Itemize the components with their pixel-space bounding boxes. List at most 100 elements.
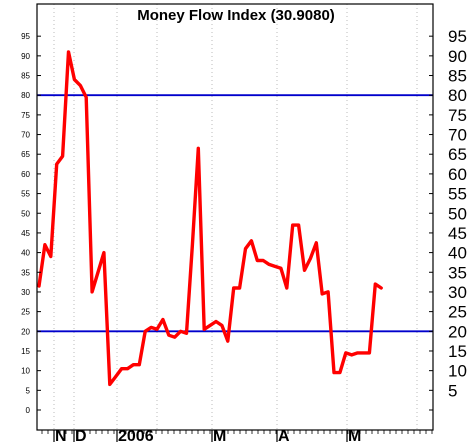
data-point-42 — [286, 287, 288, 289]
data-point-2 — [50, 255, 52, 258]
left-tick-label-65: 65 — [21, 150, 30, 159]
data-point-26 — [191, 244, 193, 246]
data-point-38 — [262, 259, 264, 262]
left-tick-label-30: 30 — [21, 288, 30, 297]
x-tick-label-0: N — [55, 428, 67, 442]
series-line-0 — [37, 50, 383, 387]
left-tick-label-55: 55 — [21, 190, 30, 199]
right-tick-label-85: 85 — [448, 67, 467, 86]
data-point-8 — [85, 96, 87, 98]
right-tick-label-65: 65 — [448, 145, 467, 164]
reference-lines — [37, 94, 433, 333]
data-point-7 — [79, 84, 81, 86]
data-point-48 — [321, 293, 323, 295]
right-tick-label-30: 30 — [448, 283, 467, 302]
data-point-35 — [244, 248, 247, 250]
left-tick-label-50: 50 — [21, 209, 30, 218]
left-tick-label-90: 90 — [21, 52, 30, 61]
data-point-34 — [239, 287, 241, 289]
data-point-52 — [345, 352, 347, 354]
right-tick-label-70: 70 — [448, 126, 467, 145]
data-point-27 — [197, 147, 199, 149]
chart-title: Money Flow Index (30.9080) — [137, 7, 335, 24]
data-point-21 — [162, 318, 164, 321]
left-y-axis: 0 5 10 15 20 25 30 35 40 45 50 55 60 65 70 75 80 85 90 95 — [21, 32, 41, 415]
left-tick-label-40: 40 — [21, 249, 30, 258]
left-tick-label-85: 85 — [21, 72, 30, 81]
data-point-14 — [121, 368, 123, 370]
x-tick-label-1: D — [75, 428, 87, 442]
data-point-37 — [256, 259, 258, 262]
plot-frame — [36, 3, 434, 431]
data-point-6 — [73, 78, 75, 81]
x-tick-label-2: 2006 — [118, 428, 154, 442]
right-tick-label-25: 25 — [448, 303, 467, 322]
left-tick-label-15: 15 — [21, 347, 30, 356]
right-tick-label-95: 95 — [448, 27, 467, 46]
data-point-15 — [126, 368, 129, 370]
left-tick-label-45: 45 — [21, 229, 30, 238]
data-point-1 — [44, 244, 46, 246]
data-point-18 — [144, 330, 146, 332]
data-point-12 — [109, 383, 111, 385]
data-point-13 — [115, 376, 117, 378]
right-tick-label-45: 45 — [448, 224, 467, 243]
data-point-47 — [315, 242, 317, 244]
right-tick-label-35: 35 — [448, 263, 467, 282]
data-point-55 — [362, 352, 365, 354]
left-tick-label-70: 70 — [21, 131, 30, 140]
data-point-57 — [374, 283, 376, 285]
data-point-29 — [209, 324, 211, 326]
right-tick-label-10: 10 — [448, 362, 467, 381]
left-tick-label-95: 95 — [21, 32, 30, 41]
data-point-56 — [368, 352, 370, 354]
data-point-33 — [233, 287, 235, 289]
data-point-53 — [351, 354, 353, 356]
data-point-25 — [185, 332, 188, 334]
right-tick-label-80: 80 — [448, 86, 467, 105]
left-tick-label-25: 25 — [21, 308, 30, 317]
left-tick-label-80: 80 — [21, 91, 30, 100]
right-tick-label-55: 55 — [448, 185, 467, 204]
left-tick-label-75: 75 — [21, 111, 30, 120]
data-point-31 — [221, 324, 223, 326]
data-point-43 — [292, 224, 294, 226]
right-tick-label-40: 40 — [448, 244, 467, 263]
data-point-41 — [280, 267, 282, 269]
data-point-30 — [215, 320, 217, 323]
data-point-51 — [339, 372, 341, 374]
left-tick-label-5: 5 — [26, 386, 31, 395]
data-point-23 — [174, 336, 176, 338]
data-point-39 — [268, 263, 270, 265]
data-point-46 — [309, 257, 311, 260]
data-point-11 — [103, 252, 105, 254]
data-point-50 — [333, 372, 335, 374]
data-point-16 — [132, 364, 134, 366]
left-tick-label-0: 0 — [26, 406, 31, 415]
data-point-5 — [67, 51, 70, 53]
data-point-44 — [298, 224, 300, 226]
x-axis: N D 2006 M A M — [41, 428, 433, 445]
data-point-58 — [380, 287, 382, 289]
right-tick-label-20: 20 — [448, 322, 467, 341]
series-layer — [37, 50, 383, 387]
data-point-28 — [203, 328, 205, 330]
data-point-40 — [274, 265, 276, 267]
right-tick-label-50: 50 — [448, 204, 467, 223]
left-tick-label-10: 10 — [21, 367, 30, 376]
data-point-45 — [303, 269, 306, 271]
right-tick-label-60: 60 — [448, 165, 467, 184]
data-point-17 — [138, 364, 140, 366]
left-tick-label-60: 60 — [21, 170, 30, 179]
right-tick-label-5: 5 — [448, 381, 457, 400]
data-point-0 — [38, 285, 40, 287]
data-point-22 — [168, 334, 170, 336]
left-tick-label-35: 35 — [21, 268, 30, 277]
data-point-3 — [56, 163, 58, 165]
data-point-10 — [97, 271, 99, 273]
data-point-9 — [91, 291, 93, 293]
data-point-19 — [150, 326, 152, 328]
